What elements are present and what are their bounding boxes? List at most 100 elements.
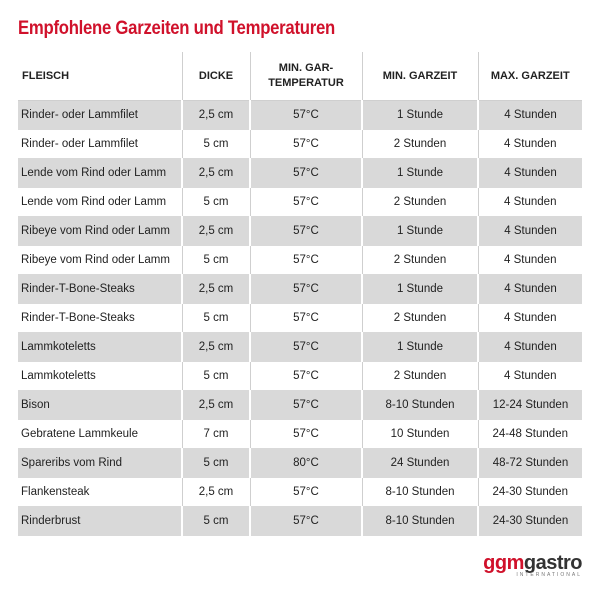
table-cell: 4 Stunden: [477, 216, 582, 246]
brand: ggmgastro: [483, 552, 582, 575]
table-cell: Rinder- oder Lammfilet: [18, 129, 182, 159]
table-cell: 8-10 Stunden: [361, 506, 478, 536]
table-cell: 57°C: [249, 332, 362, 362]
table-cell: Ribeye vom Rind oder Lamm: [18, 245, 182, 275]
table-cell: 2,5 cm: [181, 158, 250, 188]
table-cell: 4 Stunden: [477, 361, 582, 391]
table-cell: 5 cm: [181, 245, 250, 275]
brand-part: ggm: [483, 552, 524, 574]
table-cell: 5 cm: [181, 187, 250, 217]
table-cell: 24-48 Stunden: [477, 419, 582, 449]
table-cell: 2,5 cm: [181, 477, 250, 507]
table-cell: Lammkoteletts: [18, 361, 182, 391]
table-row: Lende vom Rind oder Lamm 2,5 cm 57°C 1 Stun…: [18, 158, 582, 188]
header-row: FLEISCH DICKE MIN. GAR- TEMPERATUR MIN. GARZ…: [18, 52, 582, 101]
table-row: Rinder-T-Bone-Steaks 5 cm 57°C 2 Stunden 4 S…: [18, 303, 582, 333]
column-header: FLEISCH: [18, 52, 182, 101]
table-cell: 2 Stunden: [361, 303, 478, 333]
brand-part: gastro: [523, 552, 583, 574]
table-cell: 2,5 cm: [181, 216, 250, 246]
table-cell: Rinderbrust: [18, 506, 182, 536]
table-cell: 57°C: [249, 100, 362, 130]
table-cell: Gebratene Lammkeule: [18, 419, 182, 449]
table-row: Rinderbrust 5 cm 57°C 8-10 Stunden 24-30 Stu…: [18, 506, 582, 536]
table-cell: 24-30 Stunden: [477, 477, 582, 507]
column-header: MIN. GARZEIT: [361, 52, 478, 101]
table-row: Bison 2,5 cm 57°C 8-10 Stunden 12-24 Stunden: [18, 390, 582, 420]
table-cell: 2 Stunden: [361, 361, 478, 391]
table-cell: 57°C: [249, 245, 362, 275]
table-cell: 5 cm: [181, 448, 250, 478]
table-cell: Rinder- oder Lammfilet: [18, 100, 182, 130]
table-cell: 8-10 Stunden: [361, 390, 478, 420]
table-row: Ribeye vom Rind oder Lamm 5 cm 57°C 2 Stund…: [18, 245, 582, 275]
table-cell: 2 Stunden: [361, 187, 478, 217]
table-cell: 57°C: [249, 129, 362, 159]
column-header: MAX. GARZEIT: [477, 52, 582, 101]
table-cell: Rinder-T-Bone-Steaks: [18, 303, 182, 333]
table-cell: 2 Stunden: [361, 245, 478, 275]
table-cell: 12-24 Stunden: [477, 390, 582, 420]
table-cell: 1 Stunde: [361, 158, 478, 188]
table-cell: Ribeye vom Rind oder Lamm: [18, 216, 182, 246]
table-cell: 5 cm: [181, 506, 250, 536]
table-cell: 57°C: [249, 187, 362, 217]
table-cell: 1 Stunde: [361, 100, 478, 130]
table-row: Lammkoteletts 5 cm 57°C 2 Stunden 4 Stunden: [18, 361, 582, 391]
logo: ggmgastro INTERNATIONAL: [483, 552, 582, 578]
table-cell: 1 Stunde: [361, 332, 478, 362]
title: Empfohlene Garzeiten und Temperaturen: [18, 18, 335, 39]
table-cell: 5 cm: [181, 303, 250, 333]
table-cell: 5 cm: [181, 129, 250, 159]
table-cell: Lende vom Rind oder Lamm: [18, 158, 182, 188]
table-cell: 2,5 cm: [181, 332, 250, 362]
header-line: TEMPERATUR: [268, 77, 344, 89]
table-cell: 4 Stunden: [477, 187, 582, 217]
table-cell: 57°C: [249, 158, 362, 188]
table-cell: 4 Stunden: [477, 129, 582, 159]
table-cell: 4 Stunden: [477, 158, 582, 188]
table-cell: 24-30 Stunden: [477, 506, 582, 536]
table-cell: 80°C: [249, 448, 362, 478]
table-cell: 8-10 Stunden: [361, 477, 478, 507]
table-cell: 2,5 cm: [181, 274, 250, 304]
table-cell: 4 Stunden: [477, 332, 582, 362]
table-cell: 57°C: [249, 477, 362, 507]
table-row: Gebratene Lammkeule 7 cm 57°C 10 Stunden 24-…: [18, 419, 582, 449]
table-cell: Bison: [18, 390, 182, 420]
table-cell: 2 Stunden: [361, 129, 478, 159]
table-row: Spareribs vom Rind 5 cm 80°C 24 Stunden 48-7…: [18, 448, 582, 478]
column-header: DICKE: [181, 52, 250, 101]
table-cell: 57°C: [249, 303, 362, 333]
table-cell: 1 Stunde: [361, 274, 478, 304]
header-line: MIN. GAR-: [278, 62, 334, 74]
table-row: Flankensteak 2,5 cm 57°C 8-10 Stunden 24-30 …: [18, 477, 582, 507]
table-cell: Lammkoteletts: [18, 332, 182, 362]
table-cell: 1 Stunde: [361, 216, 478, 246]
table-cell: 2,5 cm: [181, 390, 250, 420]
table-cell: 57°C: [249, 216, 362, 246]
table-cell: Lende vom Rind oder Lamm: [18, 187, 182, 217]
table-row: Rinder- oder Lammfilet 2,5 cm 57°C 1 Stunde…: [18, 100, 582, 130]
table-cell: 4 Stunden: [477, 245, 582, 275]
table-row: Lende vom Rind oder Lamm 5 cm 57°C 2 Stunde…: [18, 187, 582, 217]
table-cell: 57°C: [249, 274, 362, 304]
table-cell: 24 Stunden: [361, 448, 478, 478]
table-cell: 2,5 cm: [181, 100, 250, 130]
table-row: Rinder-T-Bone-Steaks 2,5 cm 57°C 1 Stunde 4 …: [18, 274, 582, 304]
column-header: MIN. GAR- TEMPERATUR: [249, 52, 362, 101]
table-cell: 57°C: [249, 419, 362, 449]
table-cell: 4 Stunden: [477, 303, 582, 333]
table-cell: 48-72 Stunden: [477, 448, 582, 478]
table-cell: 57°C: [249, 361, 362, 391]
table-cell: Flankensteak: [18, 477, 182, 507]
cooking-table: FLEISCH DICKE MIN. GAR- TEMPERATUR MIN. GARZ…: [18, 52, 582, 536]
tagline: INTERNATIONAL: [516, 572, 582, 578]
table-row: Lammkoteletts 2,5 cm 57°C 1 Stunde 4 Stunden: [18, 332, 582, 362]
table-cell: 57°C: [249, 390, 362, 420]
table-cell: 57°C: [249, 506, 362, 536]
table-cell: 5 cm: [181, 361, 250, 391]
table-row: Rinder- oder Lammfilet 5 cm 57°C 2 Stunden 4…: [18, 129, 582, 159]
table-cell: Spareribs vom Rind: [18, 448, 182, 478]
